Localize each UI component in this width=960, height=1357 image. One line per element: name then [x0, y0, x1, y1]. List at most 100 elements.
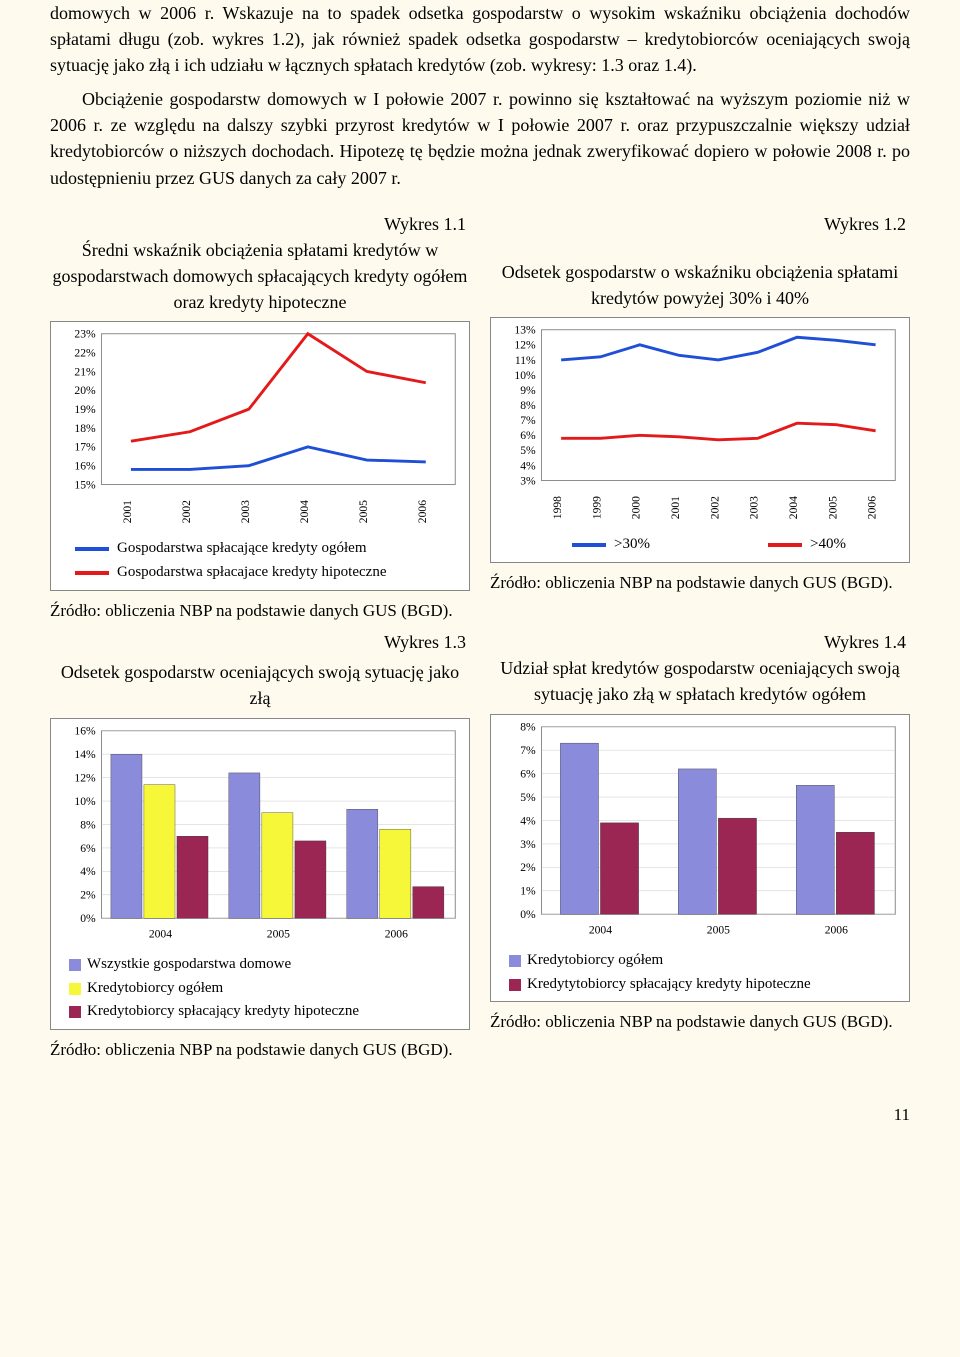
- legend-swatch: [75, 571, 109, 575]
- svg-text:10%: 10%: [74, 794, 96, 807]
- chart-legend-row: Kredytytobiorcy spłacający kredyty hipot…: [497, 974, 903, 996]
- chart-1-4-title: Udział spłat kredytów gospodarstw ocenia…: [490, 655, 910, 707]
- svg-text:0%: 0%: [80, 912, 96, 925]
- charts-row-2: Wykres 1.3 Odsetek gospodarstw oceniając…: [50, 629, 910, 1063]
- svg-text:4%: 4%: [520, 814, 536, 827]
- chart-1-4-plot: 8%7%6%5%4%3%2%1%0%200420052006 Kredytobi…: [490, 714, 910, 1003]
- svg-text:12%: 12%: [74, 771, 96, 784]
- svg-text:12%: 12%: [514, 339, 536, 352]
- bar-chart-svg: 8%7%6%5%4%3%2%1%0%200420052006: [497, 719, 903, 941]
- line-chart-svg: 23%22%21%20%19%18%17%16%15%2001200220032…: [57, 326, 463, 529]
- chart-1-3-title: Odsetek gospodarstw oceniających swoją s…: [50, 659, 470, 711]
- svg-text:2006: 2006: [866, 496, 879, 519]
- legend-swatch: [69, 1006, 81, 1018]
- chart-legend-row: Kredytobiorcy ogółem: [497, 950, 903, 972]
- svg-text:7%: 7%: [520, 414, 536, 427]
- chart-legend-row: >30% >40%: [497, 534, 903, 556]
- chart-legend-row: Gospodarstwa spłacajace kredyty hipotecz…: [57, 562, 463, 584]
- svg-text:1%: 1%: [520, 884, 536, 897]
- svg-text:2005: 2005: [267, 927, 290, 940]
- bar-chart-svg: 16% 14% 12% 10% 8% 6% 4% 2% 0% 2004 2005 2006: [57, 723, 463, 945]
- chart-source: Źródło: obliczenia NBP na podstawie dany…: [490, 571, 910, 596]
- chart-label: Wykres 1.4: [824, 629, 910, 655]
- svg-text:2006: 2006: [385, 927, 408, 940]
- svg-text:2000: 2000: [630, 496, 643, 519]
- svg-text:23%: 23%: [74, 328, 96, 341]
- svg-text:2004: 2004: [298, 500, 311, 523]
- svg-text:7%: 7%: [520, 744, 536, 757]
- svg-text:16%: 16%: [74, 724, 96, 737]
- svg-text:5%: 5%: [520, 444, 536, 457]
- chart-legend: Wszystkie gospodarstwa domoweKredytobior…: [57, 954, 463, 1023]
- chart-1-4: Wykres 1.4 Udział spłat kredytów gospoda…: [490, 629, 910, 1035]
- svg-text:2004: 2004: [787, 496, 800, 519]
- svg-text:2%: 2%: [520, 861, 536, 874]
- svg-text:18%: 18%: [74, 422, 96, 435]
- line-chart-svg: 13%12%11%10%9%8%7%6%5%4%3%19981999200020…: [497, 322, 903, 525]
- svg-text:14%: 14%: [74, 748, 96, 761]
- svg-text:2004: 2004: [589, 923, 612, 936]
- svg-text:22%: 22%: [74, 346, 96, 359]
- svg-text:16%: 16%: [74, 460, 96, 473]
- legend-swatch: [69, 983, 81, 995]
- svg-text:3%: 3%: [520, 474, 536, 487]
- svg-text:4%: 4%: [80, 865, 96, 878]
- svg-text:2004: 2004: [149, 927, 172, 940]
- chart-1-2-plot: 13%12%11%10%9%8%7%6%5%4%3%19981999200020…: [490, 317, 910, 563]
- legend-swatch: [75, 547, 109, 551]
- chart-legend: Kredytobiorcy ogółemKredytytobiorcy spła…: [497, 950, 903, 996]
- chart-legend-row: Kredytobiorcy spłacający kredyty hipotec…: [57, 1001, 463, 1023]
- chart-label: Wykres 1.3: [384, 629, 470, 655]
- svg-text:6%: 6%: [80, 841, 96, 854]
- legend-label: >40%: [810, 534, 846, 556]
- chart-source: Źródło: obliczenia NBP na podstawie dany…: [490, 1010, 910, 1035]
- chart-1-3: Wykres 1.3 Odsetek gospodarstw oceniając…: [50, 629, 470, 1063]
- body-paragraph-1: domowych w 2006 r. Wskazuje na to spadek…: [50, 0, 910, 78]
- chart-label: Wykres 1.1: [384, 211, 470, 237]
- legend-label: Kredytobiorcy spłacający kredyty hipotec…: [87, 1001, 359, 1023]
- svg-text:1998: 1998: [551, 496, 564, 519]
- legend-label: Kredytobiorcy ogółem: [527, 950, 663, 972]
- chart-1-1: Wykres 1.1 Średni wskaźnik obciążenia sp…: [50, 211, 470, 624]
- svg-text:2006: 2006: [416, 500, 429, 523]
- svg-text:8%: 8%: [80, 818, 96, 831]
- svg-text:21%: 21%: [74, 365, 96, 378]
- svg-text:6%: 6%: [520, 429, 536, 442]
- legend-label: Kredytytobiorcy spłacający kredyty hipot…: [527, 974, 811, 996]
- legend-label: Kredytobiorcy ogółem: [87, 978, 223, 1000]
- chart-1-2: Wykres 1.2 Odsetek gospodarstw o wskaźni…: [490, 211, 910, 596]
- legend-label: Wszystkie gospodarstwa domowe: [87, 954, 291, 976]
- svg-text:3%: 3%: [520, 837, 536, 850]
- legend-swatch: [768, 543, 802, 547]
- svg-text:20%: 20%: [74, 384, 96, 397]
- svg-text:8%: 8%: [520, 399, 536, 412]
- svg-text:2006: 2006: [825, 923, 848, 936]
- svg-text:2003: 2003: [748, 496, 761, 519]
- svg-text:17%: 17%: [74, 441, 96, 454]
- svg-text:19%: 19%: [74, 403, 96, 416]
- svg-text:4%: 4%: [520, 459, 536, 472]
- svg-text:15%: 15%: [74, 478, 96, 491]
- chart-source: Źródło: obliczenia NBP na podstawie dany…: [50, 1038, 470, 1063]
- chart-label: Wykres 1.2: [824, 211, 910, 237]
- svg-text:2002: 2002: [180, 500, 193, 523]
- svg-text:2005: 2005: [826, 496, 839, 519]
- page-number: 11: [50, 1103, 910, 1128]
- svg-text:10%: 10%: [514, 369, 536, 382]
- legend-swatch: [572, 543, 606, 547]
- chart-1-1-plot: 23%22%21%20%19%18%17%16%15%2001200220032…: [50, 321, 470, 591]
- svg-text:2%: 2%: [80, 888, 96, 901]
- chart-1-2-title: Odsetek gospodarstw o wskaźniku obciążen…: [490, 259, 910, 311]
- chart-legend-row: Kredytobiorcy ogółem: [57, 978, 463, 1000]
- body-paragraph-2: Obciążenie gospodarstw domowych w I poło…: [50, 86, 910, 190]
- svg-text:2001: 2001: [669, 496, 682, 519]
- legend-label: >30%: [614, 534, 650, 556]
- chart-1-3-plot: 16% 14% 12% 10% 8% 6% 4% 2% 0% 2004 2005 2006 Wszys…: [50, 718, 470, 1031]
- charts-row-1: Wykres 1.1 Średni wskaźnik obciążenia sp…: [50, 211, 910, 624]
- chart-legend-row: Wszystkie gospodarstwa domowe: [57, 954, 463, 976]
- svg-text:9%: 9%: [520, 384, 536, 397]
- legend-swatch: [509, 979, 521, 991]
- svg-text:6%: 6%: [520, 767, 536, 780]
- svg-text:8%: 8%: [520, 720, 536, 733]
- svg-text:2002: 2002: [708, 496, 721, 519]
